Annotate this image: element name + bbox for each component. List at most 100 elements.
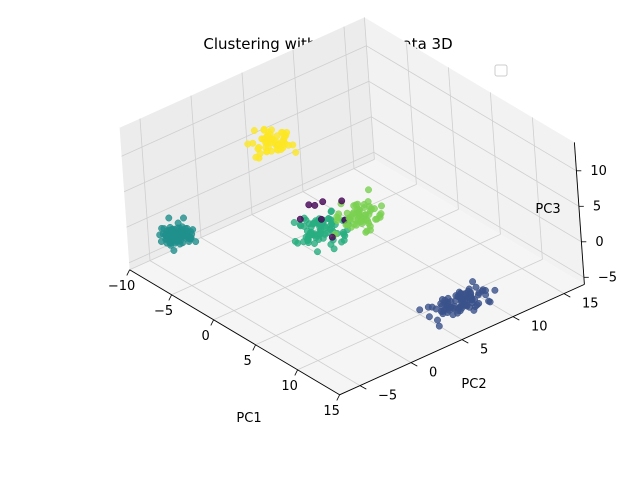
x-tick-label: 0 <box>201 329 209 344</box>
y-tick-label: 0 <box>429 366 437 381</box>
gridline-z-back <box>368 80 580 207</box>
gridline-x-wall <box>364 17 375 160</box>
data-point-cluster-3 <box>340 230 348 238</box>
data-point-cluster-3 <box>304 234 312 242</box>
data-point-cluster-4 <box>365 219 373 227</box>
data-point-cluster-1 <box>428 303 436 311</box>
gridline-y-wall <box>139 118 151 261</box>
data-point-cluster-5 <box>278 128 286 136</box>
gridline-y-wall <box>292 49 304 192</box>
y-tick-label-mark <box>512 316 520 321</box>
data-point-cluster-2 <box>162 232 170 239</box>
data-point-cluster-0 <box>305 201 313 209</box>
y-tick-label-mark <box>461 339 469 344</box>
z-axis-label: PC3 <box>535 202 560 217</box>
data-point-cluster-1 <box>491 286 499 294</box>
data-point-cluster-3 <box>319 234 327 242</box>
x-tick-label: −5 <box>154 304 173 319</box>
gridline-z-left <box>126 116 372 228</box>
data-point-cluster-3 <box>328 220 336 227</box>
data-point-cluster-3 <box>330 245 338 253</box>
z-tick-label: 10 <box>590 164 607 179</box>
data-point-cluster-0 <box>311 201 319 209</box>
z-tick-label: 5 <box>593 199 601 214</box>
y-axis-line <box>339 283 585 396</box>
data-point-cluster-5 <box>277 146 285 153</box>
x-tick-label: 5 <box>243 354 251 369</box>
gridline-y-floor <box>353 168 565 294</box>
data-point-cluster-3 <box>305 220 313 228</box>
data-point-cluster-1 <box>439 310 447 318</box>
data-point-cluster-3 <box>327 208 335 216</box>
data-point-cluster-0 <box>317 215 325 223</box>
y-tick-label: 15 <box>582 297 599 312</box>
data-point-cluster-5 <box>262 138 270 146</box>
data-point-cluster-1 <box>416 306 424 314</box>
gridline-y-wall <box>190 95 202 238</box>
data-point-cluster-2 <box>156 231 164 239</box>
gridline-z-back <box>373 151 585 278</box>
z-tick-label: 0 <box>595 235 603 250</box>
data-point-cluster-3 <box>291 237 299 245</box>
gridline-x-wall <box>406 42 417 185</box>
y-tick-label-mark <box>563 293 571 298</box>
data-point-cluster-4 <box>377 210 385 218</box>
gridline-y-floor <box>200 237 412 363</box>
data-points <box>156 125 499 330</box>
data-point-cluster-4 <box>350 209 358 216</box>
data-point-cluster-3 <box>290 219 298 226</box>
y-tick-label-mark <box>359 385 367 390</box>
data-point-cluster-1 <box>482 291 490 299</box>
z-tick-label: −5 <box>598 270 617 285</box>
data-point-cluster-0 <box>338 197 346 205</box>
data-point-cluster-5 <box>252 153 260 161</box>
x-axis-label: PC1 <box>236 411 261 426</box>
data-point-cluster-2 <box>176 237 184 245</box>
axes-lines <box>129 142 585 396</box>
data-point-cluster-1 <box>434 316 441 324</box>
data-point-cluster-1 <box>486 298 494 306</box>
data-point-cluster-5 <box>292 148 300 156</box>
gridline-y-floor <box>149 260 361 386</box>
data-point-cluster-4 <box>378 202 385 210</box>
data-point-cluster-1 <box>469 278 477 286</box>
data-point-cluster-3 <box>325 215 332 222</box>
data-point-cluster-2 <box>165 214 173 222</box>
data-point-cluster-4 <box>365 186 372 194</box>
gridline-x-wall <box>490 92 501 235</box>
data-point-cluster-0 <box>319 198 327 206</box>
data-point-cluster-2 <box>185 238 193 245</box>
data-point-cluster-1 <box>435 322 443 330</box>
data-point-cluster-3 <box>307 228 315 236</box>
x-tick-label-mark <box>294 369 298 376</box>
data-point-cluster-1 <box>449 311 457 319</box>
data-point-cluster-5 <box>254 145 262 153</box>
data-point-cluster-5 <box>250 127 258 134</box>
data-point-cluster-4 <box>358 220 366 228</box>
data-point-cluster-1 <box>470 306 478 314</box>
gridline-z-back <box>371 116 582 243</box>
x-tick-label: −10 <box>108 279 135 294</box>
data-point-cluster-4 <box>345 214 353 222</box>
data-point-cluster-1 <box>454 307 462 314</box>
data-point-cluster-3 <box>314 248 321 256</box>
y-tick-label: 10 <box>531 320 548 335</box>
gridline-z-back <box>366 45 577 172</box>
y-tick-label: −5 <box>378 389 397 404</box>
data-point-cluster-5 <box>289 141 297 149</box>
data-point-cluster-2 <box>167 239 175 247</box>
data-point-cluster-5 <box>244 140 252 148</box>
x-tick-label-mark <box>252 344 256 351</box>
gridline-x-wall <box>448 67 459 210</box>
x-axis-line <box>129 269 340 396</box>
pane-back-wall <box>364 17 585 285</box>
data-point-cluster-4 <box>372 215 380 223</box>
gridline-y-wall <box>343 26 355 169</box>
data-point-cluster-0 <box>296 215 304 223</box>
x-tick-label: 10 <box>281 379 298 394</box>
z-axis-line <box>573 142 585 285</box>
data-point-cluster-1 <box>472 283 480 291</box>
data-point-cluster-4 <box>350 202 358 210</box>
y-tick-label-mark <box>410 362 418 367</box>
